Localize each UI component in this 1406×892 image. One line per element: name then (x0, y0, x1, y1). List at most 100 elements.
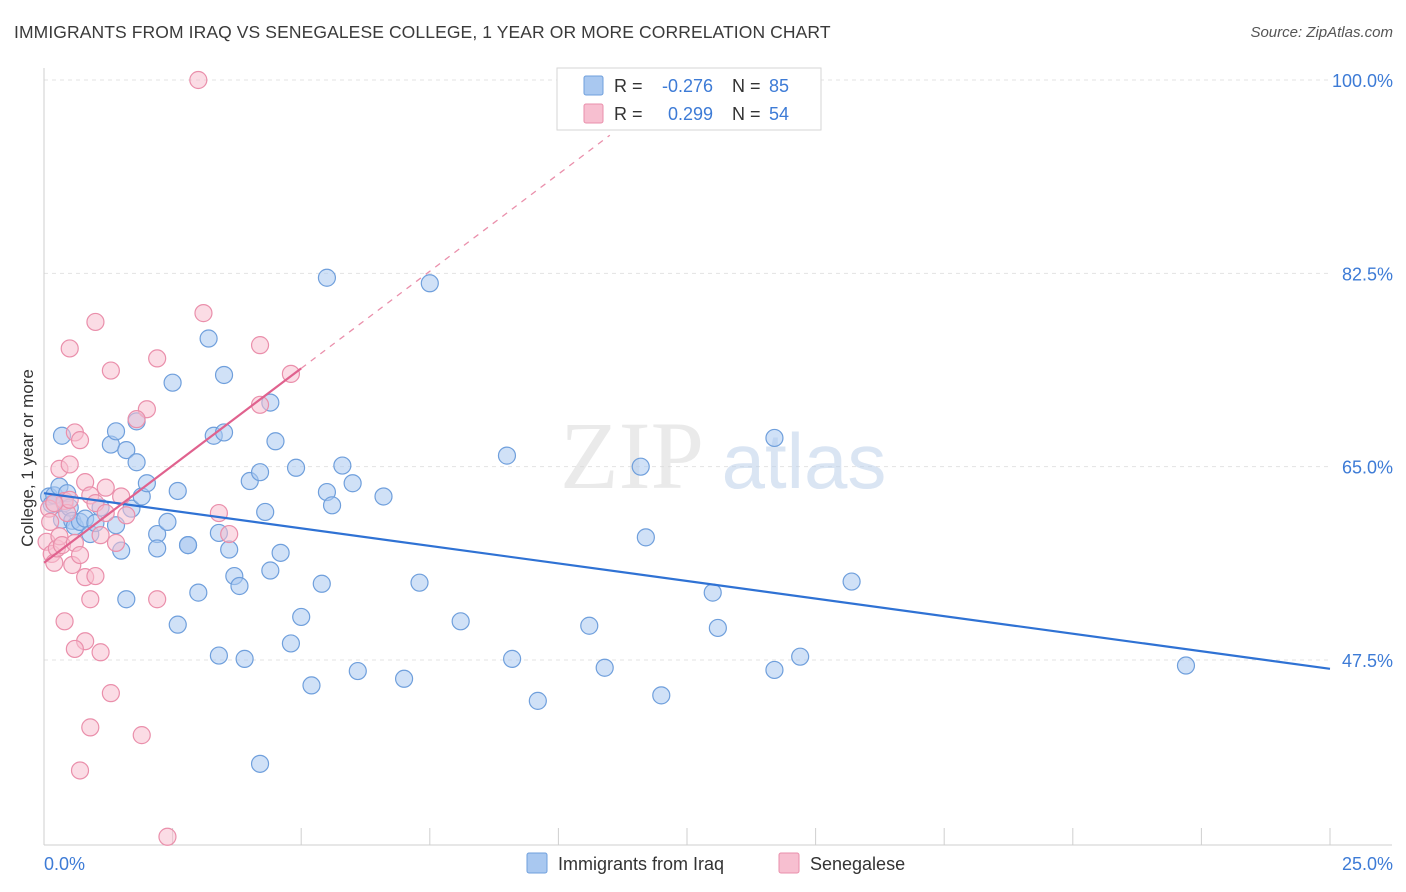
data-point-iraq (451, 612, 470, 631)
series-legend-swatch-iraq (526, 852, 548, 874)
legend-swatch-senegalese (583, 103, 604, 124)
data-point-iraq (199, 329, 218, 348)
data-point-iraq (503, 649, 522, 668)
data-point-senegalese (81, 590, 100, 609)
watermark-zip: ZIP (560, 402, 704, 509)
data-point-iraq (312, 574, 331, 593)
data-point-senegalese (60, 490, 79, 509)
data-point-iraq (1176, 656, 1196, 675)
data-point-iraq (189, 583, 208, 602)
data-point-iraq (292, 607, 311, 627)
data-point-iraq (250, 463, 270, 482)
legend-n-value-iraq: 85 (769, 76, 789, 96)
data-point-iraq (394, 669, 414, 688)
data-point-senegalese (250, 336, 270, 355)
data-point-iraq (765, 428, 784, 448)
legend-n-value-senegalese: 54 (769, 104, 789, 124)
x-tick-label: 0.0% (44, 854, 85, 874)
data-point-iraq (220, 540, 239, 559)
data-point-iraq (631, 457, 650, 476)
trend-line-senegalese (43, 367, 302, 564)
data-point-iraq (266, 432, 285, 451)
legend-n-label-senegalese: N = (732, 104, 761, 124)
data-point-senegalese (189, 70, 208, 90)
trend-lines (43, 134, 1331, 670)
data-point-iraq (791, 647, 810, 666)
data-point-senegalese (106, 533, 126, 552)
data-point-senegalese (101, 361, 120, 380)
data-point-iraq (178, 536, 198, 555)
source-credit: Source: ZipAtlas.com (1250, 24, 1393, 41)
data-point-iraq (214, 365, 234, 385)
data-point-iraq (322, 496, 342, 515)
data-point-iraq (497, 446, 517, 465)
data-point-iraq (374, 487, 393, 506)
data-point-iraq (302, 676, 321, 695)
data-point-iraq (158, 512, 177, 532)
data-point-senegalese (70, 431, 90, 450)
series-iraq-points (40, 268, 1196, 773)
legend-swatch-iraq (583, 75, 604, 96)
watermark: ZIP atlas (560, 402, 886, 509)
legend-r-value-senegalese: 0.299 (668, 104, 713, 124)
data-point-iraq (652, 686, 671, 705)
data-point-iraq (117, 590, 136, 609)
legend-r-value-iraq: -0.276 (662, 76, 713, 96)
data-point-senegalese (70, 545, 90, 565)
data-point-iraq (168, 481, 187, 501)
series-legend-swatch-senegalese (778, 852, 800, 874)
data-point-iraq (106, 422, 126, 441)
data-point-iraq (703, 583, 722, 602)
data-point-iraq (235, 649, 254, 668)
data-point-iraq (333, 456, 352, 475)
y-tick-label: 47.5% (1342, 651, 1393, 671)
series-legend: Immigrants from Iraq Senegalese (526, 852, 905, 874)
trend-extension-senegalese (300, 134, 611, 369)
data-point-senegalese (96, 478, 115, 497)
data-point-iraq (708, 618, 727, 638)
data-point-iraq (343, 474, 362, 493)
data-point-senegalese (101, 684, 120, 703)
data-point-senegalese (60, 455, 79, 474)
data-point-iraq (148, 539, 167, 558)
data-point-senegalese (209, 503, 228, 523)
data-point-iraq (271, 543, 290, 562)
series-senegalese-points (37, 70, 301, 846)
data-point-senegalese (55, 612, 74, 631)
y-tick-label: 100.0% (1332, 71, 1393, 91)
data-point-iraq (168, 615, 187, 634)
data-point-senegalese (132, 726, 151, 745)
data-point-senegalese (127, 410, 146, 429)
data-point-iraq (528, 691, 547, 710)
data-point-senegalese (96, 503, 115, 523)
legend-r-label-senegalese: R = (614, 104, 643, 124)
data-point-senegalese (65, 639, 84, 659)
data-point-iraq (765, 660, 784, 680)
data-point-iraq (250, 754, 270, 773)
data-point-senegalese (117, 506, 136, 525)
y-tick-label: 82.5% (1342, 264, 1393, 284)
chart-title: IMMIGRANTS FROM IRAQ VS SENEGALESE COLLE… (14, 22, 831, 42)
data-point-iraq (117, 440, 136, 460)
data-point-senegalese (60, 339, 79, 358)
data-point-senegalese (70, 761, 90, 780)
data-point-senegalese (91, 643, 110, 662)
data-point-iraq (636, 528, 655, 547)
data-point-iraq (595, 658, 614, 677)
data-point-iraq (163, 373, 182, 392)
data-point-iraq (127, 453, 146, 472)
legend-n-label-iraq: N = (732, 76, 761, 96)
data-point-iraq (410, 573, 429, 592)
data-point-iraq (261, 561, 280, 580)
data-point-iraq (230, 576, 249, 596)
series-legend-label-senegalese: Senegalese (810, 854, 905, 874)
data-point-iraq (580, 616, 599, 635)
data-point-iraq (281, 634, 301, 653)
data-point-senegalese (148, 349, 167, 368)
y-tick-label: 65.0% (1342, 458, 1393, 478)
data-point-iraq (286, 458, 306, 477)
data-point-senegalese (158, 827, 177, 846)
data-point-senegalese (194, 304, 213, 323)
data-point-senegalese (148, 590, 167, 609)
